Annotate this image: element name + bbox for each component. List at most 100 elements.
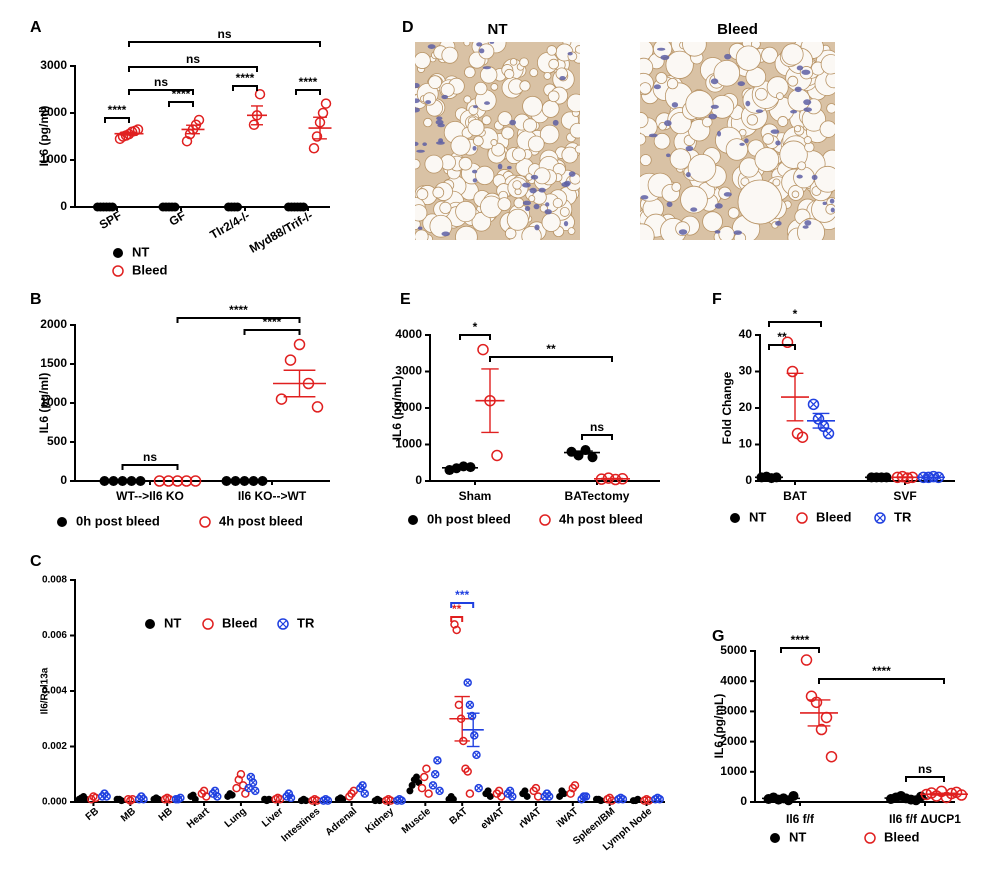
y-tick-label: 0: [740, 794, 747, 808]
significance-label: ****: [299, 75, 318, 89]
adipocyte: [787, 75, 799, 87]
marker-dot: [523, 792, 531, 800]
marker-dot: [376, 797, 384, 805]
y-tick-label: 20: [739, 400, 753, 414]
legend-label: Bleed: [222, 615, 257, 630]
nucleus: [830, 207, 835, 213]
marker-dot: [108, 202, 117, 212]
marker-ring: [277, 618, 289, 630]
nucleus: [745, 100, 751, 107]
marker-cross: [140, 796, 147, 803]
legend-label: 0h post bleed: [427, 511, 511, 526]
significance-bracket: [581, 434, 613, 440]
adipocyte: [439, 201, 452, 214]
significance-bracket: [121, 464, 179, 470]
data-point: [597, 797, 605, 805]
significance-bracket: [768, 321, 822, 327]
legend-label: NT: [164, 615, 181, 630]
marker-ring: [286, 793, 296, 803]
marker-dot: [408, 781, 416, 789]
adipocyte: [735, 45, 762, 71]
nucleus: [417, 226, 423, 230]
marker-ring: [467, 711, 477, 721]
significance-label: ns: [154, 75, 168, 89]
nucleus: [685, 172, 691, 178]
adipocyte: [687, 153, 717, 183]
legend-marker: [408, 515, 418, 525]
marker-dot: [587, 452, 598, 463]
adipocyte: [512, 180, 522, 190]
nucleus: [425, 100, 432, 105]
significance-label: *: [473, 320, 478, 334]
nucleus: [538, 187, 546, 193]
adipocyte: [415, 158, 421, 170]
marker-ring: [417, 783, 427, 793]
data-point: [422, 764, 431, 773]
marker-cross: [467, 702, 473, 708]
significance-bracket: [780, 647, 820, 653]
marker-ring: [539, 514, 551, 526]
marker-cross: [430, 782, 436, 789]
marker-dot: [406, 787, 414, 795]
adipocyte: [574, 45, 580, 54]
marker-dot: [170, 202, 180, 212]
data-point: [508, 792, 517, 801]
marker-ring: [815, 723, 828, 736]
data-point: [424, 789, 433, 798]
y-tick-label: 40: [739, 327, 753, 341]
marker-ring: [874, 512, 886, 524]
nucleus: [438, 138, 444, 143]
data-point: [477, 343, 489, 356]
significance-bracket: [128, 41, 321, 47]
data-point: [299, 202, 308, 212]
x-tick-label: WT-->Il6 KO: [116, 489, 184, 503]
error-bar: [807, 699, 831, 727]
adipocyte: [820, 54, 835, 75]
x-tick-label: BATectomy: [565, 489, 630, 503]
nucleus: [482, 66, 491, 70]
data-point: [171, 475, 184, 487]
nucleus: [476, 42, 483, 47]
adipocyte: [574, 144, 580, 154]
significance-label: ns: [186, 52, 200, 66]
adipocyte: [826, 103, 835, 114]
error-bar: [786, 372, 804, 422]
adipocyte: [777, 116, 789, 127]
nucleus: [435, 119, 444, 125]
marker-ring: [320, 98, 332, 109]
marker-ring: [112, 265, 124, 277]
nucleus: [530, 174, 539, 180]
significance-bracket: [489, 356, 613, 362]
data-point: [786, 365, 799, 378]
y-tick-label: 4000: [720, 673, 747, 687]
adipocyte: [543, 71, 552, 80]
data-point: [376, 797, 384, 805]
adipocyte: [819, 120, 835, 138]
data-point: [463, 767, 472, 776]
significance-label: ns: [590, 420, 604, 434]
data-point: [531, 783, 541, 793]
adipocyte: [440, 82, 455, 97]
significance-label: **: [546, 342, 556, 356]
error-bar: [769, 797, 793, 800]
marker-ring: [786, 365, 799, 378]
legend-label: NT: [749, 509, 766, 524]
marker-dot: [239, 476, 250, 486]
nucleus: [733, 230, 743, 235]
data-point: [820, 711, 833, 724]
data-point: [812, 413, 825, 425]
adipocyte: [432, 186, 445, 199]
data-point: [221, 476, 232, 486]
marker-dot: [449, 795, 457, 803]
adipocyte: [541, 212, 561, 232]
marker-ring: [199, 516, 211, 528]
data-point: [181, 135, 193, 147]
data-point: [339, 795, 347, 803]
nucleus: [509, 119, 517, 126]
legend-label: NT: [789, 829, 806, 844]
data-point: [781, 336, 794, 349]
marker-cross: [359, 782, 366, 789]
x-tick-label: Il6 KO-->WT: [238, 489, 307, 503]
data-point: [433, 756, 442, 765]
error-bar: [601, 477, 623, 480]
